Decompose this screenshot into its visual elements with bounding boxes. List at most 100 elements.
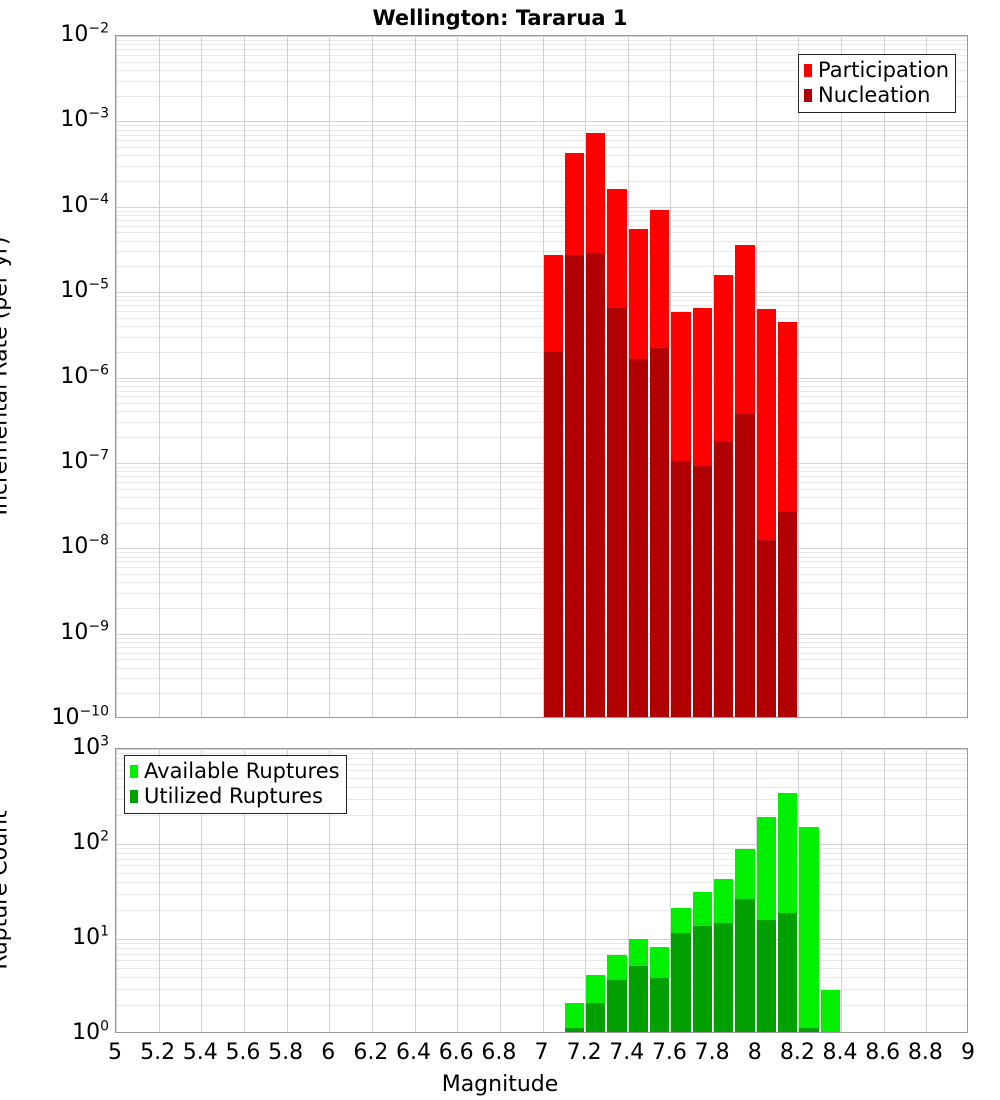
gridline-horizontal xyxy=(116,211,967,212)
legend-swatch-icon xyxy=(130,790,138,803)
gridline-vertical xyxy=(244,749,245,1032)
x-tick-label: 7.8 xyxy=(694,1040,730,1065)
bar-available-ruptures-8.3 xyxy=(820,989,841,1032)
gridline-horizontal xyxy=(116,207,967,208)
bar-utilized-ruptures-7.2 xyxy=(586,1003,606,1032)
gridline-horizontal xyxy=(116,471,967,472)
y-tick-label: 100 xyxy=(72,1018,109,1045)
gridline-horizontal xyxy=(116,476,967,477)
gridline-horizontal xyxy=(116,508,967,509)
gridline-horizontal xyxy=(116,882,967,883)
gridline-vertical xyxy=(457,36,458,717)
gridline-horizontal xyxy=(116,567,967,568)
legend-item-available-ruptures[interactable]: Available Ruptures xyxy=(130,759,340,784)
gridline-horizontal xyxy=(116,241,967,242)
legend-label: Utilized Ruptures xyxy=(144,784,323,808)
x-tick-label: 6.6 xyxy=(438,1040,474,1065)
x-tick-label: 5.8 xyxy=(268,1040,304,1065)
gridline-horizontal xyxy=(116,251,967,252)
gridline-horizontal xyxy=(116,378,967,379)
bar-available-ruptures-8.2 xyxy=(799,826,819,1032)
gridline-horizontal xyxy=(116,125,967,126)
bar-nucleation-7.9 xyxy=(735,414,755,717)
gridline-horizontal xyxy=(116,873,967,874)
y-axis-label-bottom: Rupture Count xyxy=(0,810,13,970)
gridline-horizontal xyxy=(116,292,967,293)
gridline-horizontal xyxy=(116,140,967,141)
gridline-vertical xyxy=(201,36,202,717)
x-tick-label: 8 xyxy=(747,1040,762,1065)
gridline-horizontal xyxy=(116,642,967,643)
gridline-horizontal xyxy=(116,552,967,553)
gridline-vertical xyxy=(329,36,330,717)
gridline-horizontal xyxy=(116,181,967,182)
gridline-horizontal xyxy=(116,155,967,156)
x-tick-label: 6.2 xyxy=(353,1040,389,1065)
gridline-vertical xyxy=(756,36,757,717)
gridline-horizontal xyxy=(116,305,967,306)
bar-utilized-ruptures-8.1 xyxy=(778,912,798,1032)
bar-nucleation-7.8 xyxy=(714,441,734,717)
bar-nucleation-7.6 xyxy=(671,460,691,717)
gridline-horizontal xyxy=(116,582,967,583)
x-tick-label: 5 xyxy=(108,1040,122,1065)
legend-item-nucleation[interactable]: Nucleation xyxy=(804,83,949,108)
gridline-horizontal xyxy=(116,70,967,71)
gridline-horizontal xyxy=(116,943,967,944)
gridline-vertical xyxy=(670,749,671,1032)
x-tick-label: 7 xyxy=(534,1040,549,1065)
gridline-horizontal xyxy=(116,668,967,669)
y-axis-label-top: Incremental Rate (per yr) xyxy=(0,236,13,516)
legend-label: Available Ruptures xyxy=(144,759,340,783)
bar-available-ruptures-7.1 xyxy=(564,1003,585,1032)
gridline-horizontal xyxy=(116,989,967,990)
gridline-horizontal xyxy=(116,411,967,412)
y-tick-label: 10−3 xyxy=(60,106,109,133)
gridline-horizontal xyxy=(116,634,967,635)
gridline-horizontal xyxy=(116,337,967,338)
gridline-vertical xyxy=(926,36,927,717)
gridline-vertical xyxy=(884,749,885,1032)
bar-utilized-ruptures-7.4 xyxy=(628,965,649,1032)
legend-item-participation[interactable]: Participation xyxy=(804,58,949,83)
gridline-horizontal xyxy=(116,749,967,750)
gridline-horizontal xyxy=(116,574,967,575)
bar-utilized-ruptures-7.6 xyxy=(671,933,691,1032)
gridline-horizontal xyxy=(116,121,967,122)
gridline-horizontal xyxy=(116,653,967,654)
x-axis-label: Magnitude xyxy=(441,1072,559,1097)
y-tick-label: 10−4 xyxy=(60,191,109,218)
gridline-horizontal xyxy=(116,215,967,216)
x-tick-label: 8.4 xyxy=(822,1040,858,1065)
bar-utilized-ruptures-7.1 xyxy=(564,1028,585,1032)
bar-utilized-ruptures-7.7 xyxy=(692,926,713,1032)
gridline-vertical xyxy=(116,749,117,1032)
gridline-vertical xyxy=(500,36,501,717)
gridline-horizontal xyxy=(116,489,967,490)
gridline-horizontal xyxy=(116,62,967,63)
gridline-horizontal xyxy=(116,659,967,660)
bar-nucleation-7.5 xyxy=(650,348,670,717)
gridline-vertical xyxy=(287,749,288,1032)
legend-swatch-icon xyxy=(130,765,138,778)
y-tick-label: 10−8 xyxy=(60,532,109,560)
gridline-horizontal xyxy=(116,497,967,498)
legend-item-utilized-ruptures[interactable]: Utilized Ruptures xyxy=(130,784,340,809)
x-tick-label: 5.6 xyxy=(225,1040,261,1065)
gridline-horizontal xyxy=(116,678,967,679)
gridline-vertical xyxy=(415,749,416,1032)
gridline-horizontal xyxy=(116,939,967,940)
gridline-horizontal xyxy=(116,753,967,754)
gridline-horizontal xyxy=(116,859,967,860)
incremental-rate-plot-area xyxy=(115,35,968,718)
gridline-horizontal xyxy=(116,311,967,312)
gridline-horizontal xyxy=(116,848,967,849)
gridline-vertical xyxy=(244,36,245,717)
gridline-horizontal xyxy=(116,36,967,37)
y-tick-label: 10−10 xyxy=(51,703,109,730)
gridline-horizontal xyxy=(116,55,967,56)
legend-swatch-icon xyxy=(804,89,812,102)
gridline-horizontal xyxy=(116,815,967,816)
rupture-count-plot-area xyxy=(115,748,968,1033)
gridline-vertical xyxy=(372,36,373,717)
